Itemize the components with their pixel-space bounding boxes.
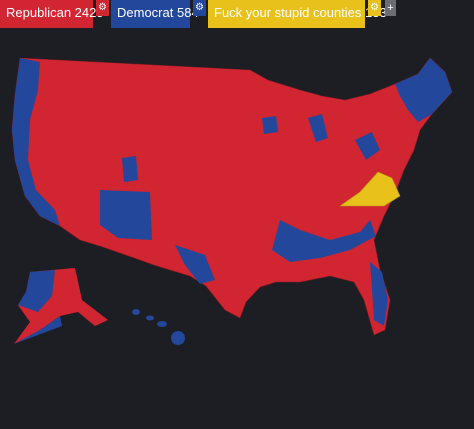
blue-region — [308, 114, 328, 142]
party-name: Democrat — [117, 5, 174, 20]
add-button[interactable]: + — [385, 0, 396, 16]
blue-region — [100, 190, 152, 240]
blue-region — [12, 58, 60, 226]
blue-region — [175, 245, 215, 284]
blue-region — [18, 270, 55, 312]
blue-region — [262, 116, 278, 134]
blue-region — [355, 132, 380, 160]
party-name: Republican — [6, 5, 72, 20]
hawaii-island — [132, 309, 140, 315]
settings-button[interactable]: ⚙ — [368, 0, 381, 16]
blue-region — [370, 262, 388, 326]
hawaii-island — [146, 315, 154, 321]
blue-region — [122, 156, 138, 182]
party-bar: Republican 2425 ⚙ Democrat 584 ⚙ Fuck yo… — [0, 0, 474, 28]
party-name: Fuck your stupid counties — [214, 5, 362, 20]
settings-button[interactable]: ⚙ — [193, 0, 206, 16]
blue-region — [395, 58, 452, 122]
hawaii-island — [171, 331, 185, 345]
blue-region — [14, 316, 62, 344]
hawaii-island — [157, 321, 167, 327]
settings-button[interactable]: ⚙ — [96, 0, 109, 16]
blue-region — [272, 220, 376, 262]
yellow-region — [339, 171, 401, 207]
